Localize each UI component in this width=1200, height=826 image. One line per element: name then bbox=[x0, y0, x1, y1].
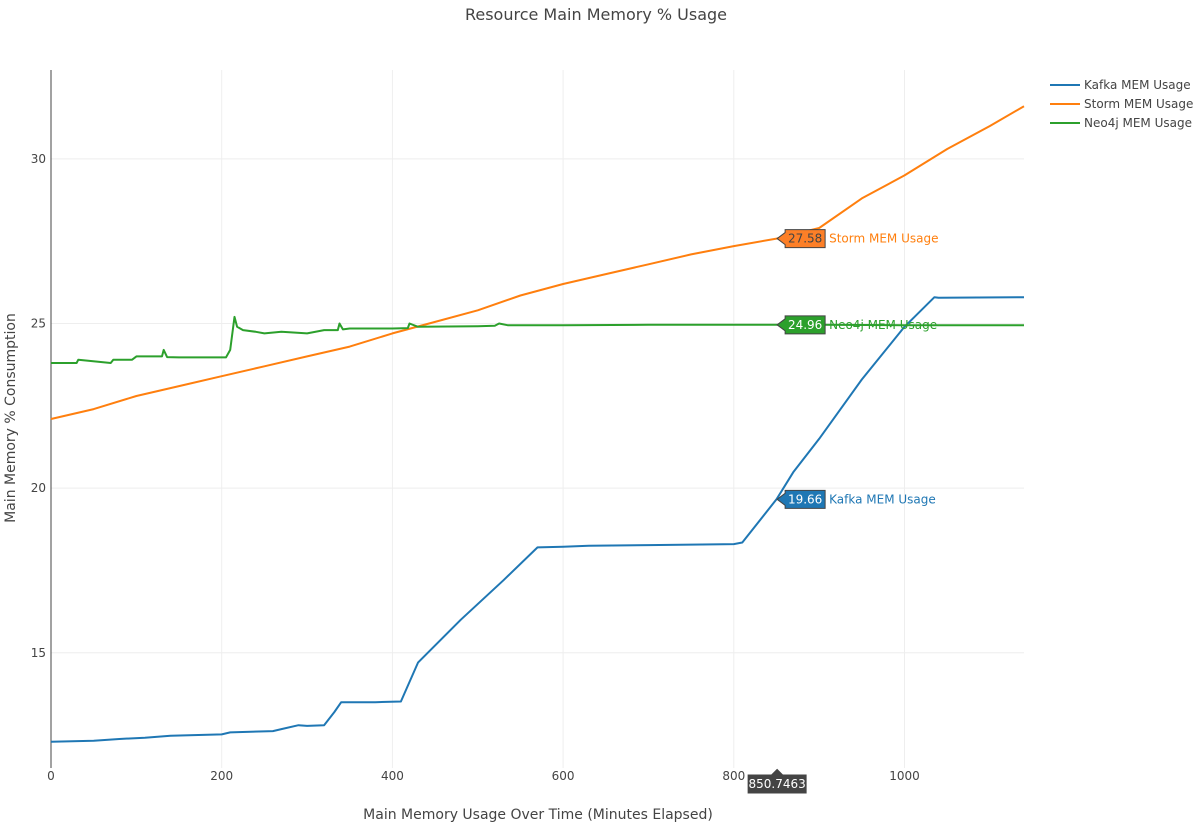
x-tick-label: 400 bbox=[381, 769, 404, 783]
legend-item[interactable]: Storm MEM Usage bbox=[1050, 97, 1193, 111]
legend[interactable]: Kafka MEM Usage Storm MEM Usage Neo4j MEM … bbox=[1050, 78, 1193, 130]
x-tick-label: 800 bbox=[722, 769, 745, 783]
hover-value: 24.96 bbox=[788, 318, 822, 332]
hover-series-name: Storm MEM Usage bbox=[829, 232, 938, 246]
hover-series-name: Kafka MEM Usage bbox=[829, 492, 936, 506]
x-tick-label: 0 bbox=[47, 769, 55, 783]
hover-value: 27.58 bbox=[788, 232, 822, 246]
neo4j-mem-usage-line[interactable] bbox=[51, 315, 1024, 364]
grid-layer bbox=[51, 70, 1024, 768]
hover-x-value: 850.7463 bbox=[748, 777, 805, 791]
hover-box bbox=[776, 315, 826, 335]
y-axis-label: Main Memory % Consumption bbox=[3, 313, 19, 523]
y-tick-label: 15 bbox=[31, 646, 46, 660]
storm-mem-usage-line[interactable] bbox=[50, 105, 1025, 420]
x-axis-label: Main Memory Usage Over Time (Minutes Ela… bbox=[363, 807, 713, 822]
legend-item[interactable]: Kafka MEM Usage bbox=[1050, 78, 1191, 92]
hover-tooltips: 27.58 Storm MEM Usage 24.96 Neo4j MEM Usage… bbox=[746, 229, 939, 795]
kafka-mem-usage-line[interactable] bbox=[50, 296, 1025, 743]
y-tick-label: 25 bbox=[31, 317, 46, 331]
hover-label: 27.58 Storm MEM Usage bbox=[776, 229, 939, 249]
hover-value: 19.66 bbox=[788, 492, 822, 506]
hover-series-name: Neo4j MEM Usage bbox=[829, 318, 937, 332]
hover-x-label: 850.7463 bbox=[746, 767, 808, 795]
legend-label: Storm MEM Usage bbox=[1084, 97, 1193, 111]
hover-label: 24.96 Neo4j MEM Usage bbox=[776, 315, 937, 335]
chart-title: Resource Main Memory % Usage bbox=[465, 5, 727, 24]
hover-box bbox=[776, 489, 826, 509]
hover-label: 19.66 Kafka MEM Usage bbox=[776, 489, 936, 509]
x-tick-label: 200 bbox=[210, 769, 233, 783]
x-tick-label: 600 bbox=[552, 769, 575, 783]
tick-layer: 0 200 400 600 800 1000 15 20 25 30 bbox=[31, 152, 920, 783]
x-tick-label: 1000 bbox=[889, 769, 920, 783]
legend-item[interactable]: Neo4j MEM Usage bbox=[1050, 116, 1192, 130]
series-layer bbox=[50, 105, 1025, 743]
y-tick-label: 20 bbox=[31, 481, 46, 495]
y-tick-label: 30 bbox=[31, 152, 46, 166]
legend-label: Kafka MEM Usage bbox=[1084, 78, 1191, 92]
hover-box bbox=[776, 229, 826, 249]
legend-label: Neo4j MEM Usage bbox=[1084, 116, 1192, 130]
hover-x-box bbox=[746, 767, 808, 795]
